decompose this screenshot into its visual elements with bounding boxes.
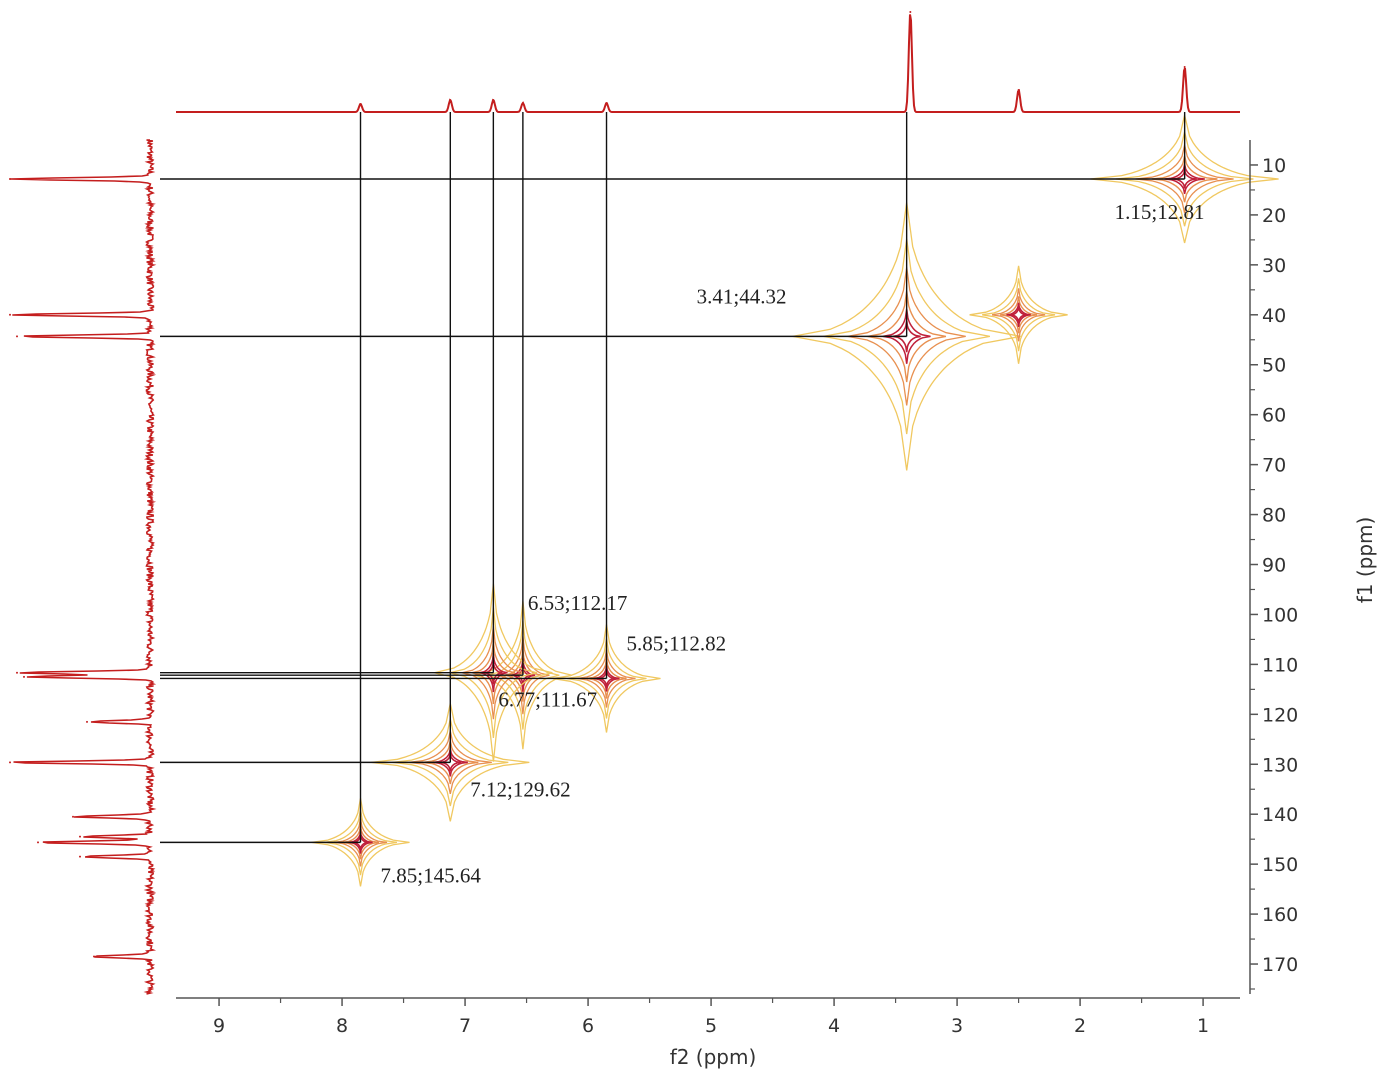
proton-peak-3 (521, 102, 524, 104)
peak-label-5: 7.12;129.62 (470, 777, 570, 801)
y-tick-label-4: 50 (1262, 355, 1286, 377)
y-axis-title: f1 (ppm) (1353, 517, 1377, 604)
proton-peak-1 (449, 99, 452, 101)
peak-label-1: 3.41;44.32 (697, 284, 787, 308)
y-tick-label-0: 10 (1262, 155, 1286, 177)
carbon-peak-3 (16, 671, 18, 674)
x-tick-label-0: 9 (213, 1015, 225, 1037)
proton-peak-5 (909, 11, 912, 13)
carbon-peak-1 (9, 313, 11, 316)
carbon-peak-7 (72, 815, 74, 818)
contour-peak-7 (969, 265, 1068, 364)
y-tick-label-14: 150 (1262, 854, 1298, 876)
y-tick-label-1: 20 (1262, 205, 1286, 227)
carbon-spectrum-trace (10, 139, 157, 995)
x-tick-label-7: 2 (1074, 1015, 1086, 1037)
contour-layer (311, 114, 1279, 887)
y-tick-label-12: 130 (1262, 754, 1298, 776)
contour-level-5 (1010, 306, 1027, 323)
y-tick-label-6: 70 (1262, 455, 1286, 477)
contour-level-3 (1000, 296, 1038, 334)
x-axis-title: f2 (ppm) (670, 1045, 757, 1069)
carbon-peak-0 (9, 178, 11, 181)
contour-level-4 (1006, 302, 1031, 328)
y-tick-label-7: 80 (1262, 505, 1286, 527)
peak-label-0: 1.15;12.81 (1115, 200, 1205, 224)
contour-level-1 (982, 278, 1056, 352)
guide-lines (160, 112, 1186, 844)
carbon-peak-4 (23, 675, 25, 678)
proton-peak-4 (605, 102, 608, 104)
x-tick-label-1: 8 (336, 1015, 348, 1037)
proton-peak-2 (492, 99, 495, 101)
proton-peak-6 (1017, 89, 1020, 91)
carbon-peak-6 (9, 761, 11, 764)
projection-spectra (9, 11, 1240, 995)
proton-peak-0 (359, 103, 362, 105)
y-tick-label-9: 100 (1262, 604, 1298, 626)
carbon-peak-5 (86, 720, 88, 723)
y-tick-label-3: 40 (1262, 305, 1286, 327)
peak-label-2: 6.53;112.17 (528, 591, 628, 615)
contour-level-0 (969, 265, 1068, 364)
x-tick-label-8: 1 (1197, 1015, 1209, 1037)
y-tick-label-10: 110 (1262, 654, 1298, 676)
x-tick-label-2: 7 (459, 1015, 471, 1037)
peak-label-4: 6.77;111.67 (498, 688, 597, 712)
y-tick-label-15: 160 (1262, 904, 1298, 926)
y-tick-label-11: 120 (1262, 704, 1298, 726)
y-tick-label-2: 30 (1262, 255, 1286, 277)
carbon-peak-11 (93, 955, 95, 958)
contour-level-2 (991, 288, 1046, 342)
carbon-peak-10 (79, 855, 81, 858)
peak-label-6: 7.85;145.64 (381, 863, 482, 887)
x-tick-label-4: 5 (705, 1015, 717, 1037)
y-tick-label-13: 140 (1262, 804, 1298, 826)
carbon-peak-8 (79, 835, 81, 838)
carbon-peak-9 (37, 841, 39, 844)
proton-spectrum-trace (176, 14, 1240, 113)
proton-peak-7 (1183, 66, 1186, 68)
axes: 9 8 7 6 5 4 3 2 11020304050607080901001101201301… (176, 140, 1298, 1037)
peak-annotations: 1.15;12.81 3.41;44.32 6.53;112.17 5.85;112.… (381, 200, 1205, 887)
x-tick-label-5: 4 (828, 1015, 840, 1037)
carbon-peak-2 (16, 335, 18, 338)
x-tick-label-6: 3 (951, 1015, 963, 1037)
y-tick-label-5: 60 (1262, 405, 1286, 427)
peak-label-3: 5.85;112.82 (627, 631, 727, 655)
y-tick-label-16: 170 (1262, 954, 1298, 976)
y-tick-label-8: 90 (1262, 555, 1286, 577)
x-tick-label-3: 6 (582, 1015, 594, 1037)
